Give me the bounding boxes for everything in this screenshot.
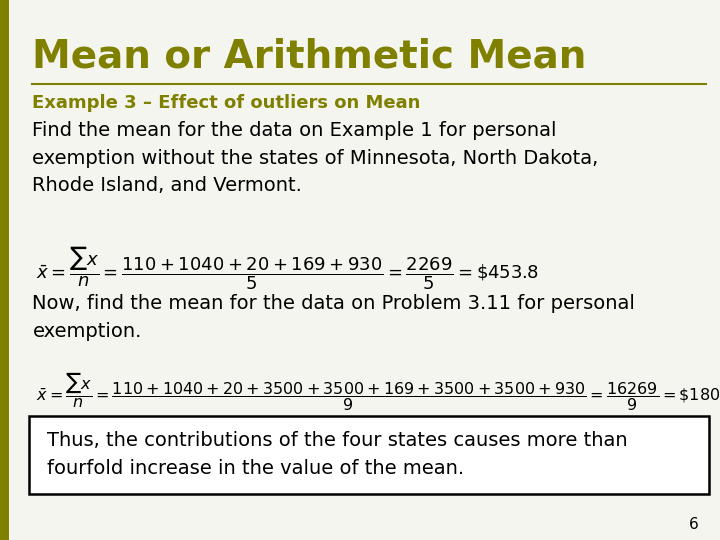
- Text: Mean or Arithmetic Mean: Mean or Arithmetic Mean: [32, 38, 587, 76]
- Bar: [0, 0, 9, 540]
- Text: Now, find the mean for the data on Problem 3.11 for personal
exemption.: Now, find the mean for the data on Probl…: [32, 294, 635, 341]
- Text: Thus, the contributions of the four states causes more than
fourfold increase in: Thus, the contributions of the four stat…: [47, 431, 627, 478]
- Text: $\bar{x} = \dfrac{\sum x}{n} = \dfrac{110 + 1040 + 20 + 169 + 930}{5} = \dfrac{2: $\bar{x} = \dfrac{\sum x}{n} = \dfrac{11…: [36, 246, 539, 292]
- Text: Find the mean for the data on Example 1 for personal
exemption without the state: Find the mean for the data on Example 1 …: [32, 122, 598, 195]
- Text: Example 3 – Effect of outliers on Mean: Example 3 – Effect of outliers on Mean: [32, 94, 420, 112]
- Text: 6: 6: [688, 517, 698, 532]
- FancyBboxPatch shape: [29, 416, 709, 494]
- Text: $\bar{x} = \dfrac{\sum x}{n} = \dfrac{110 + 1040 + 20 + 3500 + 3500 + 169 + 3500: $\bar{x} = \dfrac{\sum x}{n} = \dfrac{11…: [36, 370, 720, 413]
